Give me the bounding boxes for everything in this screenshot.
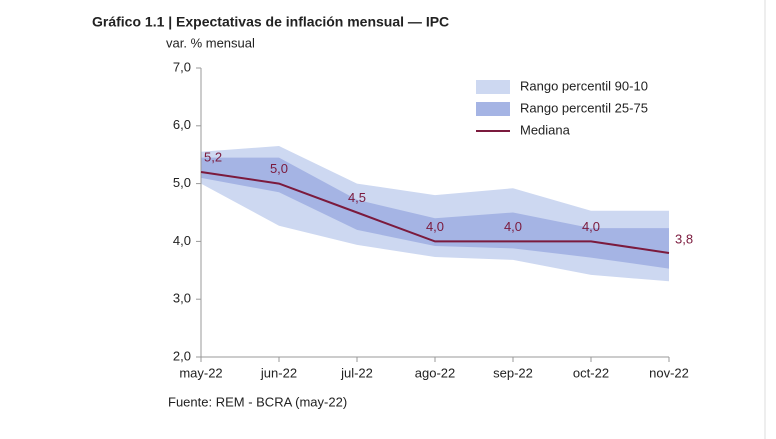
y-axis-label: var. % mensual	[166, 35, 255, 50]
y-tick-label: 2,0	[173, 348, 191, 363]
legend-label: Rango percentil 90-10	[520, 78, 648, 93]
data-label: 4,0	[426, 219, 444, 234]
legend-swatch	[476, 102, 510, 116]
data-label: 4,5	[348, 190, 366, 205]
source: Fuente: REM - BCRA (may-22)	[168, 394, 347, 409]
data-label: 3,8	[675, 231, 693, 246]
x-tick-label: nov-22	[649, 365, 689, 380]
legend-label: Rango percentil 25-75	[520, 100, 648, 115]
median-line	[200, 171, 670, 254]
legend-swatch	[476, 80, 510, 94]
y-tick-label: 5,0	[173, 175, 191, 190]
y-tick-label: 6,0	[173, 117, 191, 132]
y-tick-label: 7,0	[173, 59, 191, 74]
x-tick-label: sep-22	[493, 365, 533, 380]
x-tick-label: oct-22	[573, 365, 609, 380]
data-label: 4,0	[504, 219, 522, 234]
x-tick-label: jul-22	[340, 365, 373, 380]
legend-label: Mediana	[520, 122, 571, 137]
data-label: 4,0	[582, 219, 600, 234]
x-tick-label: ago-22	[415, 365, 455, 380]
chart-title: Gráfico 1.1 | Expectativas de inflación …	[92, 14, 449, 30]
data-label: 5,2	[204, 149, 222, 164]
x-tick-label: may-22	[179, 365, 222, 380]
y-tick-label: 3,0	[173, 291, 191, 306]
y-tick-label: 4,0	[173, 233, 191, 248]
x-tick-label: jun-22	[260, 365, 297, 380]
data-label: 5,0	[270, 161, 288, 176]
